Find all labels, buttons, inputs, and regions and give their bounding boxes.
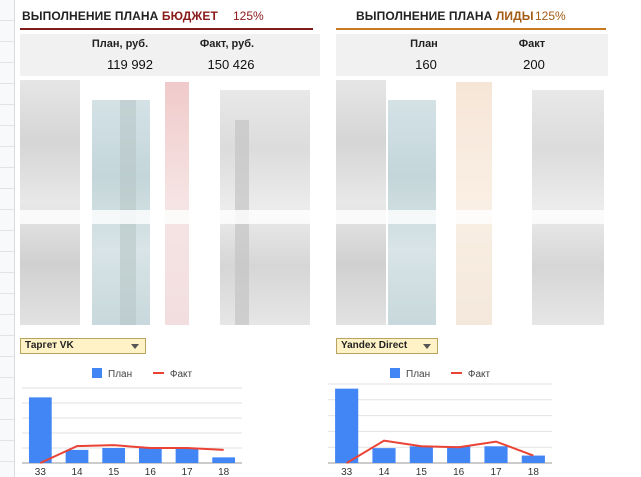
x-tick-label: 14 xyxy=(71,467,83,477)
x-tick-label: 15 xyxy=(416,467,428,477)
plan-bar xyxy=(335,388,359,463)
leads-fact-value: 200 xyxy=(523,57,545,72)
legend-fact-label: Факт xyxy=(169,369,193,380)
plan-bar xyxy=(212,457,236,463)
plan-bar xyxy=(28,397,52,463)
fact-swatch-icon xyxy=(152,372,164,374)
source-filter-right[interactable]: Yandex Direct xyxy=(336,338,438,354)
plan-bar xyxy=(175,448,199,463)
plan-fact-chart-right: 33 14 15 16 17 18 xyxy=(328,383,552,477)
chevron-down-icon xyxy=(131,344,139,349)
leads-title-prefix: ВЫПОЛНЕНИЕ ПЛАНА xyxy=(356,9,496,23)
x-tick-label: 16 xyxy=(145,467,157,477)
plan-fact-chart-left: 33 14 15 16 17 18 xyxy=(22,387,242,477)
plan-bar xyxy=(372,448,396,463)
plan-bar xyxy=(484,446,508,463)
budget-percent: 125% xyxy=(233,9,264,23)
x-tick-label: 17 xyxy=(181,467,193,477)
x-tick-label: 33 xyxy=(35,467,47,477)
x-tick-label: 14 xyxy=(378,467,390,477)
plan-bar xyxy=(447,446,471,463)
budget-fact-label: Факт, руб. xyxy=(199,38,255,50)
budget-plan-value: 119 992 xyxy=(106,57,154,72)
budget-title: ВЫПОЛНЕНИЕ ПЛАНА БЮДЖЕТ xyxy=(22,9,218,23)
budget-title-prefix: ВЫПОЛНЕНИЕ ПЛАНА xyxy=(22,9,162,23)
budget-divider xyxy=(20,28,313,30)
chart-legend-right: План Факт xyxy=(390,368,490,380)
leads-data-table-blurred xyxy=(336,80,608,325)
budget-plan-label: План, руб. xyxy=(91,38,149,50)
plan-bar xyxy=(102,448,126,463)
source-filter-left[interactable]: Таргет VK xyxy=(20,338,146,354)
leads-kpi-card: План Факт 160 200 xyxy=(336,34,608,76)
fact-swatch-icon xyxy=(450,372,462,374)
budget-fact-value: 150 426 xyxy=(207,57,255,72)
source-filter-left-value: Таргет VK xyxy=(25,340,74,351)
row-gutter xyxy=(0,0,15,477)
legend-fact-label: Факт xyxy=(467,369,491,380)
leads-percent: 125% xyxy=(535,9,566,23)
chevron-down-icon xyxy=(423,344,431,349)
x-tick-label: 18 xyxy=(528,467,540,477)
x-tick-label: 33 xyxy=(341,467,353,477)
budget-title-highlight: БЮДЖЕТ xyxy=(161,9,218,23)
source-filter-right-value: Yandex Direct xyxy=(341,340,408,351)
x-tick-label: 17 xyxy=(490,467,502,477)
legend-plan-label: План xyxy=(406,369,431,380)
leads-divider xyxy=(336,28,606,30)
leads-plan-label: План xyxy=(410,38,438,50)
plan-swatch-icon xyxy=(390,368,400,378)
x-tick-label: 15 xyxy=(108,467,120,477)
budget-kpi-card: План, руб. Факт, руб. 119 992 150 426 xyxy=(20,34,320,76)
plan-swatch-icon xyxy=(92,368,102,378)
x-tick-label: 18 xyxy=(218,467,230,477)
leads-title-highlight: ЛИДЫ xyxy=(495,9,534,23)
fact-line xyxy=(346,439,534,464)
plan-bar xyxy=(65,449,89,463)
plan-bar xyxy=(138,448,162,463)
plan-bar xyxy=(521,455,545,463)
chart-legend-left: План Факт xyxy=(92,368,192,380)
leads-title: ВЫПОЛНЕНИЕ ПЛАНА ЛИДЫ xyxy=(356,9,534,23)
fact-line xyxy=(39,444,224,464)
plan-bar xyxy=(409,446,433,463)
budget-data-table-blurred xyxy=(20,80,320,325)
leads-plan-value: 160 xyxy=(415,57,437,72)
legend-plan-label: План xyxy=(108,369,133,380)
x-tick-label: 16 xyxy=(453,467,465,477)
leads-fact-label: Факт xyxy=(518,38,546,50)
